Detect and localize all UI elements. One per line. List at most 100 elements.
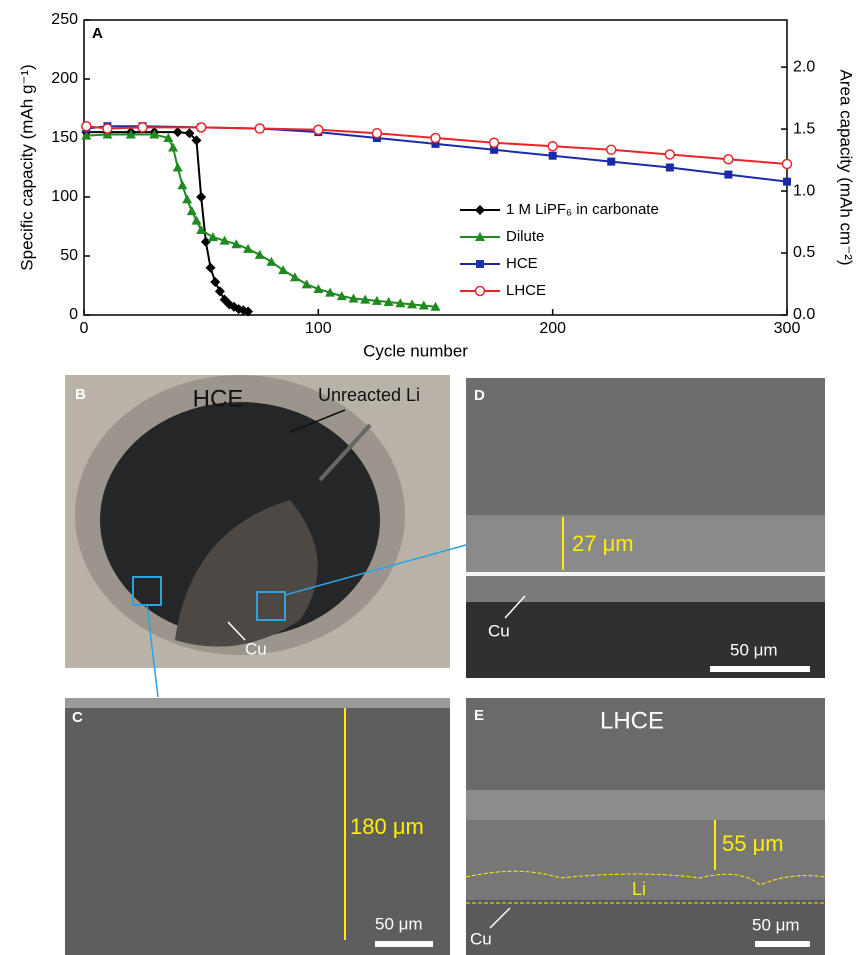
x-tick-label: 0 xyxy=(80,320,89,337)
marker xyxy=(547,141,558,152)
sem-image xyxy=(65,698,450,955)
y-tick-label: 50 xyxy=(60,247,78,264)
panel-label: E xyxy=(474,707,484,724)
marker xyxy=(607,157,616,166)
y2-axis-title: Area capacity (mAh cm⁻²) xyxy=(837,69,856,265)
arrow xyxy=(227,621,246,641)
legend-marker xyxy=(475,232,485,241)
marker xyxy=(548,151,557,160)
marker xyxy=(191,215,202,225)
marker xyxy=(200,236,211,247)
marker xyxy=(488,137,500,148)
panel-d: D 27 μm Cu 50 μm xyxy=(466,378,825,678)
panel-e: E LHCE 55 μm Li Cu 50 μm xyxy=(465,698,826,955)
sem-top xyxy=(65,698,450,708)
marker xyxy=(207,232,218,242)
marker xyxy=(371,128,383,139)
panel-b: B HCE Unreacted Li Cu xyxy=(65,375,467,698)
marker xyxy=(430,301,441,311)
marker xyxy=(783,177,791,186)
marker xyxy=(210,276,221,287)
thickness-label: 27 μm xyxy=(572,531,634,556)
marker xyxy=(289,272,300,282)
scale-label: 50 μm xyxy=(375,914,423,933)
panel-label: D xyxy=(474,387,485,404)
li-layer xyxy=(466,820,825,900)
link-arrow xyxy=(284,544,467,596)
annotation: Cu xyxy=(470,929,492,948)
marker xyxy=(125,129,136,139)
substrate xyxy=(466,576,825,602)
thickness-label: 180 μm xyxy=(350,814,424,839)
panel-title: LHCE xyxy=(600,707,664,734)
marker xyxy=(81,120,92,132)
marker xyxy=(186,206,197,216)
marker xyxy=(214,286,225,297)
y2-tick-label: 2.0 xyxy=(793,58,815,75)
panel-title: HCE xyxy=(193,385,244,412)
marker xyxy=(348,293,359,303)
marker xyxy=(313,124,324,135)
plot-frame xyxy=(83,19,788,316)
panel-c: C 180 μm 50 μm xyxy=(65,698,450,955)
legend-marker xyxy=(475,205,485,215)
marker xyxy=(254,123,265,134)
marker xyxy=(195,122,207,133)
marker xyxy=(664,149,676,160)
x-axis-title: Cycle number xyxy=(363,341,468,360)
y-tick-label: 150 xyxy=(51,129,78,146)
background xyxy=(466,602,825,678)
marker xyxy=(163,133,174,142)
marker xyxy=(184,128,195,139)
cu-foil xyxy=(466,572,825,576)
marker xyxy=(196,192,207,202)
x-tick-label: 100 xyxy=(305,320,332,337)
marker xyxy=(254,249,265,259)
marker xyxy=(430,132,441,144)
marker xyxy=(137,122,148,133)
marker xyxy=(490,145,499,154)
legend-label: HCE xyxy=(506,255,538,272)
marker xyxy=(219,235,230,245)
marker xyxy=(371,295,382,305)
marker xyxy=(177,180,188,190)
panel-label: B xyxy=(75,386,86,403)
marker xyxy=(102,129,113,139)
x-tick-label: 300 xyxy=(774,320,801,337)
y2-tick-label: 0.5 xyxy=(793,244,815,261)
y-tick-label: 100 xyxy=(51,188,78,205)
y2-tick-label: 0.0 xyxy=(793,306,815,323)
marker xyxy=(205,262,216,273)
marker xyxy=(301,279,312,289)
li-top xyxy=(466,790,825,820)
series-line xyxy=(86,125,788,165)
marker xyxy=(665,163,674,172)
series-line xyxy=(86,131,249,313)
marker xyxy=(182,194,193,204)
annotation: Li xyxy=(632,879,646,899)
y-tick-label: 200 xyxy=(51,70,78,87)
marker xyxy=(313,284,324,294)
boundary xyxy=(465,870,826,886)
x-tick-label: 200 xyxy=(539,320,566,337)
y-axis-title: Specific capacity (mAh g⁻¹) xyxy=(17,64,36,270)
chart: A 0 100 200 300 0 50 100 150 200 250 0.0 0.5 1.0 1.5 2.… xyxy=(17,11,855,360)
marker xyxy=(243,243,254,253)
marker xyxy=(606,144,617,156)
marker xyxy=(168,142,179,152)
annotation: Unreacted Li xyxy=(318,385,420,405)
y2-tick-label: 1.5 xyxy=(793,120,815,137)
marker xyxy=(431,139,440,148)
arrow xyxy=(504,595,526,619)
marker xyxy=(360,294,371,304)
panel-label: A xyxy=(92,25,103,42)
marker xyxy=(81,130,92,140)
annotation: Cu xyxy=(245,639,267,658)
marker xyxy=(336,291,347,301)
marker xyxy=(418,300,429,310)
legend-marker xyxy=(476,260,484,268)
marker xyxy=(278,265,289,275)
y2-tick-label: 1.0 xyxy=(793,182,815,199)
panel-label: C xyxy=(72,709,83,726)
